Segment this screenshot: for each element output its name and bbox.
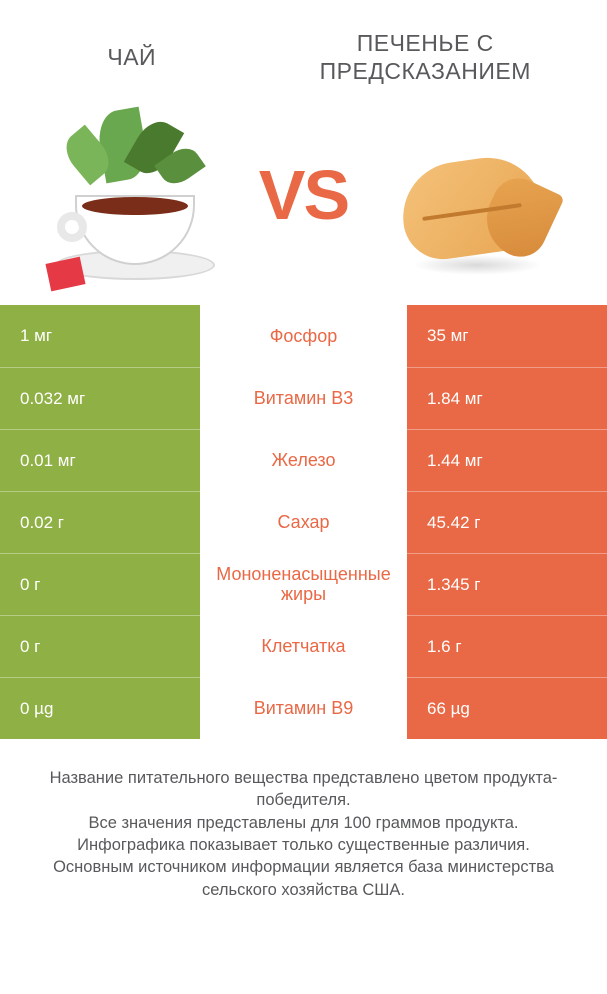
table-row: 0 гМононенасыщенные жиры1.345 г — [0, 553, 607, 615]
tea-illustration — [40, 105, 230, 285]
right-value: 35 мг — [407, 305, 607, 367]
right-value: 66 µg — [407, 677, 607, 739]
footer-line: Все значения представлены для 100 граммо… — [22, 812, 585, 834]
footer-line: Название питательного вещества представл… — [22, 767, 585, 812]
left-value: 0.02 г — [0, 491, 200, 553]
left-value: 1 мг — [0, 305, 200, 367]
right-value: 1.6 г — [407, 615, 607, 677]
right-value: 45.42 г — [407, 491, 607, 553]
nutrient-label: Витамин B9 — [200, 677, 407, 739]
comparison-table: 1 мгФосфор35 мг0.032 мгВитамин B31.84 мг… — [0, 305, 607, 739]
table-row: 0.032 мгВитамин B31.84 мг — [0, 367, 607, 429]
vs-label: VS — [259, 155, 348, 235]
right-value: 1.84 мг — [407, 367, 607, 429]
footer-line: Инфографика показывает только существенн… — [22, 834, 585, 856]
left-product-title: ЧАЙ — [32, 44, 232, 71]
left-value: 0 г — [0, 553, 200, 615]
nutrient-label: Сахар — [200, 491, 407, 553]
nutrient-label: Клетчатка — [200, 615, 407, 677]
table-row: 0 µgВитамин B966 µg — [0, 677, 607, 739]
nutrient-label: Витамин B3 — [200, 367, 407, 429]
header: ЧАЙ ПЕЧЕНЬЕ С ПРЕДСКАЗАНИЕМ — [0, 0, 607, 95]
left-value: 0.01 мг — [0, 429, 200, 491]
left-value: 0.032 мг — [0, 367, 200, 429]
footer-line: Основным источником информации является … — [22, 856, 585, 901]
nutrient-label: Мононенасыщенные жиры — [200, 553, 407, 615]
footer-notes: Название питательного вещества представл… — [0, 739, 607, 901]
images-row: VS — [0, 95, 607, 305]
cookie-illustration — [377, 105, 567, 285]
nutrient-label: Железо — [200, 429, 407, 491]
left-value: 0 г — [0, 615, 200, 677]
table-row: 0.02 гСахар45.42 г — [0, 491, 607, 553]
table-row: 1 мгФосфор35 мг — [0, 305, 607, 367]
table-row: 0 гКлетчатка1.6 г — [0, 615, 607, 677]
right-value: 1.44 мг — [407, 429, 607, 491]
left-value: 0 µg — [0, 677, 200, 739]
right-value: 1.345 г — [407, 553, 607, 615]
right-product-title: ПЕЧЕНЬЕ С ПРЕДСКАЗАНИЕМ — [275, 30, 575, 85]
nutrient-label: Фосфор — [200, 305, 407, 367]
table-row: 0.01 мгЖелезо1.44 мг — [0, 429, 607, 491]
